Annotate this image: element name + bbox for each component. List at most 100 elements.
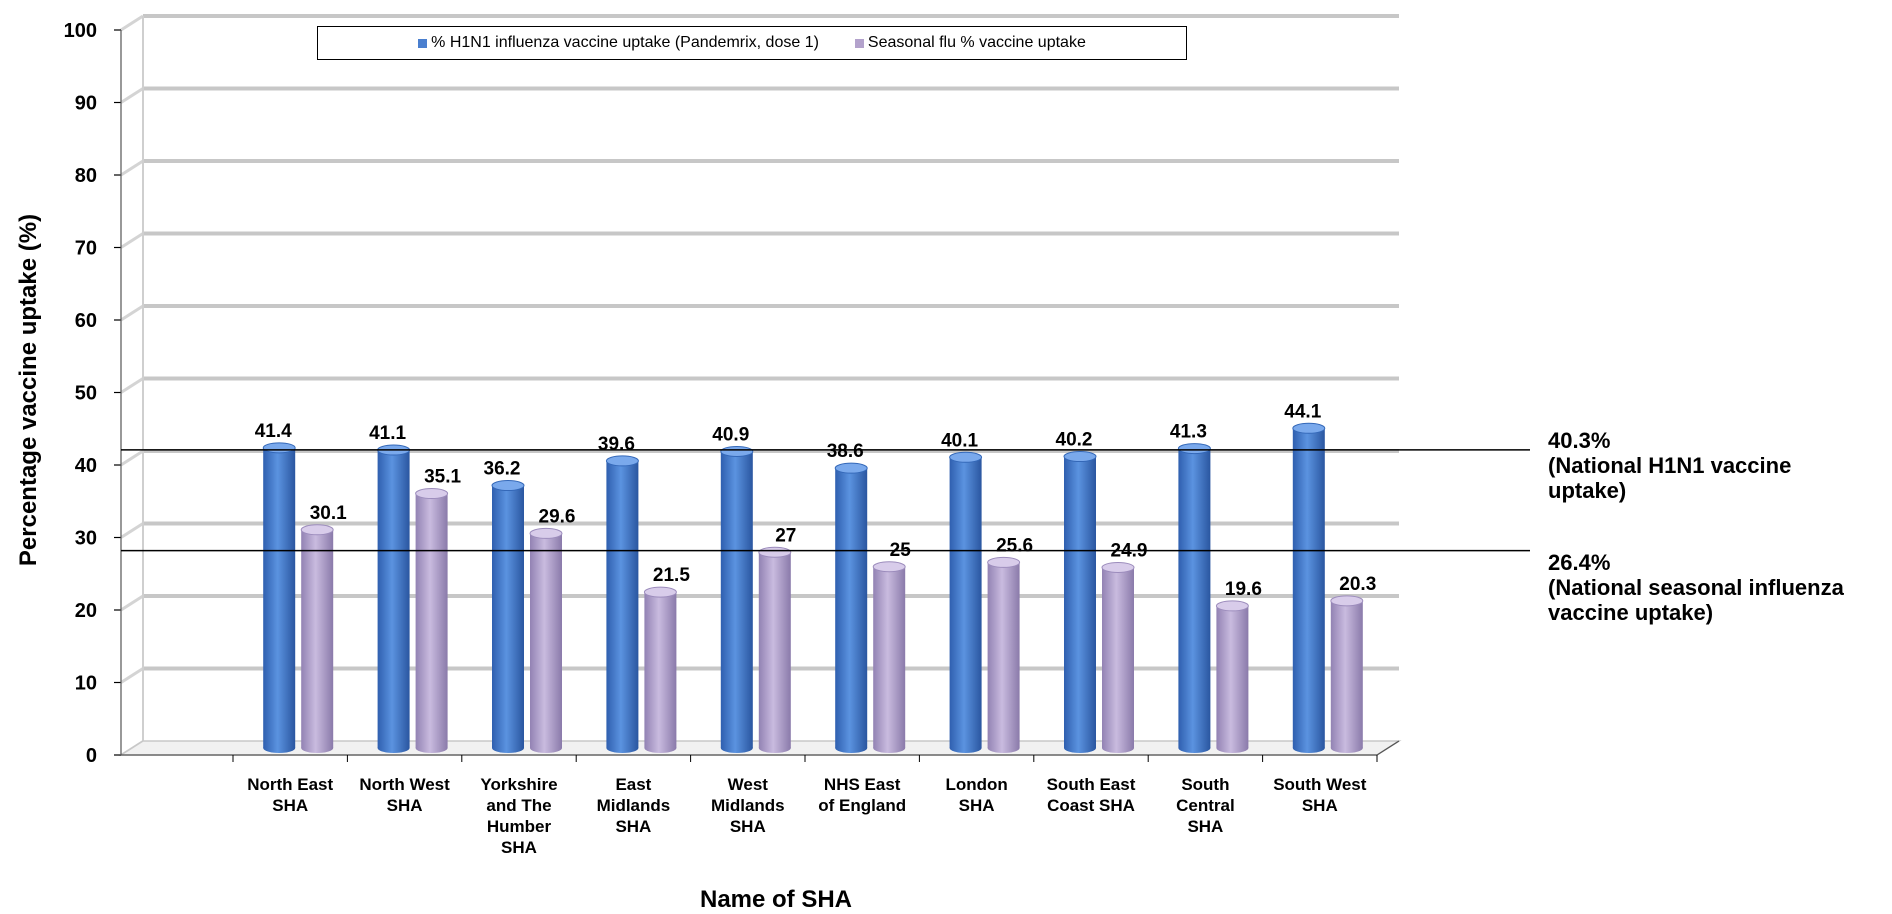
bar-h1n1-top <box>491 480 525 492</box>
data-label-seasonal: 21.5 <box>653 565 690 586</box>
x-tick-label-line: North West <box>359 775 450 794</box>
bar-h1n1-base <box>377 743 410 753</box>
bars <box>262 422 1364 753</box>
bar-h1n1 <box>949 457 982 748</box>
bar-seasonal <box>873 566 906 748</box>
reference-label-h1n1-line-1: 40.3% <box>1548 428 1611 453</box>
bar-seasonal <box>644 592 677 748</box>
x-axis-depth <box>1376 740 1400 756</box>
data-label-seasonal: 30.1 <box>310 503 347 524</box>
x-tick-label-line: Midlands <box>711 796 785 815</box>
labels: 0 10 20 30 40 50 60 70 80 90 100 41.4 41.1 36.2 39.6 40… <box>64 20 1377 857</box>
x-tick-label-line: SHA <box>387 796 423 815</box>
x-tick-label-line: SHA <box>1187 817 1223 836</box>
bar-h1n1-top <box>262 442 296 454</box>
x-tick-label-line: Central <box>1176 796 1235 815</box>
reference-label-h1n1: 40.3% (National H1N1 vaccine uptake) <box>1548 428 1791 503</box>
x-tick-label-line: East <box>615 775 651 794</box>
reference-label-seasonal-line-3: vaccine uptake) <box>1548 600 1714 625</box>
bar-seasonal-top <box>758 546 792 558</box>
x-tick-label-line: Coast SHA <box>1047 796 1135 815</box>
data-label-h1n1: 41.1 <box>369 423 406 444</box>
data-label-seasonal: 29.6 <box>539 506 576 527</box>
bar-h1n1 <box>835 468 868 748</box>
gridline-depth <box>120 377 144 394</box>
bar-h1n1-base <box>949 743 982 753</box>
y-axis-title: Percentage vaccine uptake (%) <box>15 214 42 566</box>
bar-seasonal-base <box>644 743 677 753</box>
bar-seasonal-base <box>873 743 906 753</box>
x-tick-label-line: West <box>728 775 769 794</box>
bar-h1n1 <box>263 447 296 748</box>
y-tick-label: 30 <box>75 528 97 550</box>
x-tick-label-line: of England <box>818 796 906 815</box>
y-tick-label: 70 <box>75 238 97 260</box>
x-tick-label: London SHA <box>945 775 1007 815</box>
bar-h1n1-base <box>263 743 296 753</box>
x-tick-label-line: SHA <box>501 838 537 857</box>
bar-seasonal-top <box>1215 600 1249 612</box>
bar-seasonal-top <box>1101 561 1135 573</box>
gridline-depth <box>120 522 144 539</box>
y-tick-label: 80 <box>75 165 97 187</box>
data-label-h1n1: 44.1 <box>1284 401 1321 422</box>
legend-swatch-h1n1 <box>418 38 428 48</box>
reference-label-seasonal-line-2: (National seasonal influenza <box>1548 575 1844 600</box>
bar-seasonal <box>530 533 562 748</box>
bar-seasonal-top <box>300 524 334 536</box>
bar-h1n1 <box>720 451 753 748</box>
gridline-depth <box>120 667 144 684</box>
reference-label-seasonal: 26.4% (National seasonal influenza vacci… <box>1548 550 1844 625</box>
data-label-seasonal: 35.1 <box>424 467 461 488</box>
gridline-depth <box>120 449 144 467</box>
reference-label-seasonal-line-1: 26.4% <box>1548 550 1611 575</box>
bar-h1n1-top <box>605 455 639 467</box>
x-tick-label-line: Yorkshire <box>480 775 557 794</box>
x-tick-label-line: North East <box>247 775 333 794</box>
bar-h1n1 <box>1178 448 1211 748</box>
data-label-seasonal: 24.9 <box>1111 540 1148 561</box>
data-label-seasonal: 27 <box>775 525 796 546</box>
x-tick-label-line: SHA <box>959 796 995 815</box>
data-label-seasonal: 25.6 <box>996 535 1033 556</box>
x-tick-label: South West SHA <box>1273 775 1367 815</box>
reference-label-h1n1-line-2: (National H1N1 vaccine <box>1548 453 1792 478</box>
y-tick-label: 40 <box>75 455 97 477</box>
y-tick-label: 60 <box>75 310 97 332</box>
bar-seasonal-base <box>987 743 1020 753</box>
bar-seasonal-top <box>1330 595 1364 607</box>
data-label-h1n1: 39.6 <box>598 434 635 455</box>
x-tick-label-line: South West <box>1273 775 1367 794</box>
y-tick-label: 90 <box>75 93 97 115</box>
bar-seasonal-base <box>1330 743 1363 753</box>
x-tick-label-line: SHA <box>1302 796 1338 815</box>
x-tick-label: East Midlands SHA <box>597 775 671 836</box>
reference-label-h1n1-line-3: uptake) <box>1548 478 1627 503</box>
legend-item-h1n1: % H1N1 influenza vaccine uptake (Pandemr… <box>418 34 819 52</box>
bar-h1n1-base <box>1292 743 1325 753</box>
bar-seasonal <box>758 552 791 748</box>
bar-h1n1-base <box>492 743 524 753</box>
bar-h1n1-top <box>834 462 868 474</box>
bar-seasonal-top <box>415 488 449 500</box>
x-tick-label-line: Humber <box>487 817 552 836</box>
data-label-h1n1: 38.6 <box>827 441 864 462</box>
bar-seasonal <box>1102 567 1134 748</box>
x-tick-label: South East Coast SHA <box>1047 775 1136 815</box>
bar-h1n1-base <box>835 743 868 753</box>
bar-seasonal <box>415 493 448 748</box>
data-label-h1n1: 36.2 <box>484 459 521 480</box>
x-tick-label: North East SHA <box>247 775 333 815</box>
data-label-h1n1: 40.9 <box>712 424 749 445</box>
data-label-h1n1: 41.3 <box>1170 422 1207 443</box>
x-tick-label-line: Midlands <box>597 796 671 815</box>
bar-seasonal-base <box>530 743 562 753</box>
y-tick-label: 50 <box>75 383 97 405</box>
bar-h1n1-top <box>1177 443 1211 455</box>
data-label-h1n1: 40.2 <box>1056 430 1093 451</box>
bar-seasonal-base <box>758 743 791 753</box>
y-tick-label: 100 <box>64 20 97 42</box>
x-tick-label: South Central SHA <box>1176 775 1235 836</box>
bar-seasonal-top <box>872 561 906 573</box>
legend-item-seasonal: Seasonal flu % vaccine uptake <box>854 34 1086 52</box>
